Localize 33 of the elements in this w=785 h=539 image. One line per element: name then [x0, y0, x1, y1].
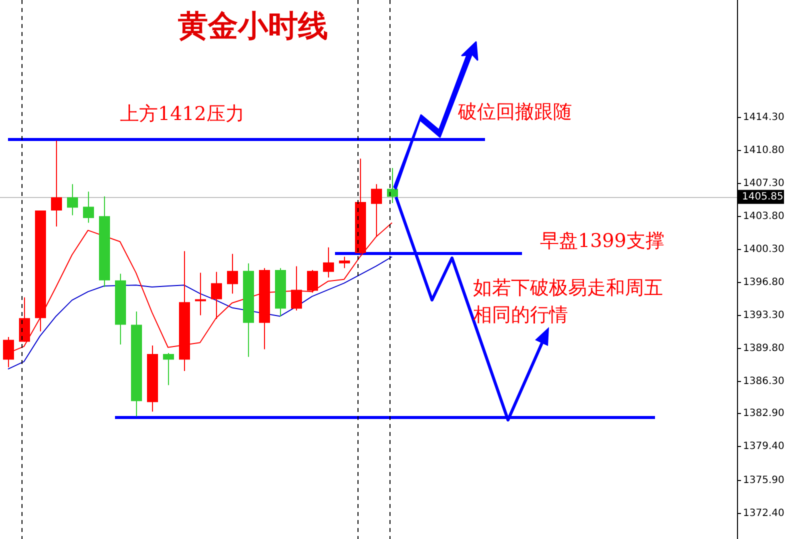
candlestick [307, 269, 318, 294]
candlestick [163, 352, 174, 386]
y-tick-label: 1386.30 [743, 376, 784, 388]
y-tick-label: 1396.80 [743, 277, 784, 288]
text: 相同的行情 [473, 304, 568, 326]
candlestick [227, 253, 238, 294]
candlestick [195, 272, 206, 316]
candlestick [67, 184, 78, 216]
chart-title: 黄金小时线 [178, 9, 328, 45]
y-tick-label: 1410.80 [743, 145, 784, 156]
text: 早盘1399支撑 [540, 230, 664, 252]
y-tick-label: 1382.90 [743, 408, 784, 420]
y-tick-label: 1372.40 [743, 508, 784, 520]
candlestick [323, 246, 334, 278]
candlestick [19, 296, 30, 342]
y-tick-label: 1379.40 [743, 441, 784, 452]
y-tick-label: 1375.90 [743, 475, 784, 486]
candlestick [83, 191, 94, 224]
y-tick-label: 1393.30 [743, 310, 784, 322]
candlestick [51, 140, 62, 228]
candlestick [211, 271, 222, 320]
candlestick [387, 168, 398, 204]
annotation: 上方1412压力 [120, 103, 244, 125]
candlestick [291, 266, 302, 312]
text: 破位回撤跟随 [458, 101, 572, 123]
ref-line-label: 1405.85 [742, 191, 784, 202]
y-tick-label: 1389.80 [743, 343, 784, 354]
y-tick-label: 1403.80 [743, 211, 784, 222]
y-tick-label: 1400.30 [743, 244, 784, 256]
candlestick [339, 256, 350, 269]
y-tick-label: 1414.30 [743, 112, 784, 124]
text: 如若下破极易走和周五 [473, 277, 663, 299]
y-tick-label: 1407.30 [743, 178, 784, 190]
